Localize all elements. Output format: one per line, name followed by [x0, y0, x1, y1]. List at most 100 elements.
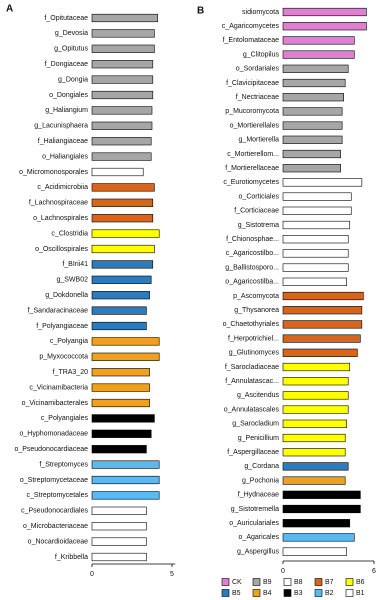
y-tick-label: g_Mortierella: [239, 137, 280, 144]
bar: [91, 90, 154, 100]
y-tick-label: c_Agaricomycetes: [222, 23, 280, 30]
bar: [91, 167, 144, 177]
y-tick-label: f_Hydnaceae: [238, 492, 279, 499]
bar: [282, 149, 341, 159]
y-tick-label: c_Polyangia: [50, 338, 88, 345]
bar: [91, 44, 155, 53]
bar: [282, 249, 349, 258]
y-tick-label: o_Vicinamibacterales: [22, 400, 89, 407]
y-tick-label: o_Nocardioidaceae: [28, 538, 88, 545]
y-tick-label: p_Ascomycota: [233, 293, 279, 300]
legend-label: B9: [263, 579, 272, 586]
bar: [282, 448, 346, 457]
y-tick-label: o_Agaricales: [239, 534, 280, 541]
y-tick-label: o_Lachnospirales: [33, 215, 88, 222]
y-tick-label: f_Dongiaceae: [45, 61, 88, 68]
bar: [91, 137, 152, 146]
y-tick-label: g_Sistotremella: [231, 506, 279, 513]
bar: [282, 235, 349, 244]
bar: [282, 519, 351, 528]
bar: [91, 198, 154, 207]
legend-swatch: [221, 589, 230, 597]
y-tick-label: c_Pseudonocardiales: [21, 508, 88, 515]
bar: [91, 414, 155, 423]
y-tick-label: p_Mucoromycota: [225, 108, 279, 115]
bar: [91, 214, 154, 223]
y-tick-label: o_Chaetothyriales: [223, 321, 280, 328]
bar: [282, 291, 364, 301]
y-tick-label: o_Haliangiales: [42, 153, 88, 160]
y-tick-label: f_Annulatascac...: [225, 378, 279, 385]
y-tick-label: f_Lachnospiraceae: [29, 200, 88, 207]
y-tick-label: f_Streptomyces: [39, 461, 88, 468]
y-tick-label: g_Opitutus: [54, 46, 88, 53]
y-tick-label: c_Acidimicrobiia: [37, 184, 88, 191]
y-tick-label: g_Dokdonella: [45, 292, 88, 299]
bar: [91, 321, 147, 331]
legend-label: B6: [356, 579, 365, 586]
y-tick-label: o_Corticiales: [239, 193, 280, 200]
bar: [282, 320, 363, 329]
legend-swatch: [252, 589, 261, 597]
y-tick-label: o_Mortierellales: [230, 122, 280, 129]
bar: [282, 135, 343, 144]
y-tick-label: o_Streptomycetaceae: [20, 477, 88, 484]
bar: [91, 552, 147, 562]
y-tick-label: g_Sistotrema: [238, 222, 279, 229]
legend-swatch: [345, 589, 354, 597]
y-tick-label: o_Auriculariales: [229, 520, 279, 527]
bar: [282, 93, 344, 102]
bar: [91, 491, 160, 500]
bar: [282, 78, 346, 88]
y-tick-label: c_Polyangiales: [41, 415, 89, 422]
y-tick-label: f_Corticiaceae: [234, 208, 279, 215]
bar: [282, 462, 349, 471]
bar: [91, 229, 160, 238]
y-tick-label: c_Eurotiomycetes: [223, 179, 279, 186]
bar: [91, 337, 160, 346]
y-tick-label: f_BIrii41: [62, 261, 88, 268]
legend-swatch: [252, 578, 261, 586]
bar: [91, 506, 147, 515]
y-tick-label: g_Thysanorea: [234, 307, 279, 314]
x-tick-label: 0: [281, 568, 285, 575]
bar: [282, 405, 349, 414]
bar: [282, 164, 341, 173]
bar: [91, 460, 160, 469]
y-tick-label: f_Opitutaceae: [44, 15, 88, 22]
y-tick-label: f_Entolomataceae: [223, 37, 280, 44]
y-tick-label: f_Polyangiaceae: [36, 323, 88, 330]
y-tick-label: f_TRA3_20: [53, 369, 89, 376]
bar: [91, 522, 147, 531]
bar: [282, 362, 351, 372]
bar: [91, 60, 154, 69]
y-tick-label: o_Microbacteriaceae: [23, 523, 88, 530]
y-tick-label: g_Aspergillus: [237, 548, 280, 555]
y-tick-label: c_Streptomycetales: [27, 492, 89, 499]
bar: [282, 121, 343, 130]
bar: [282, 306, 363, 315]
y-tick-label: f_Mortierellaceae: [225, 165, 279, 172]
bar: [282, 391, 349, 400]
y-tick-label: f_Sarocladiaceae: [225, 364, 279, 371]
legend-swatch: [345, 578, 354, 586]
bar: [282, 547, 348, 556]
bar: [282, 433, 346, 443]
legend-label: B1: [356, 590, 365, 597]
bar: [282, 7, 367, 17]
panel-label: A: [6, 4, 13, 15]
bar: [91, 445, 147, 454]
bar: [91, 106, 153, 115]
bar: [282, 348, 358, 357]
y-tick-label: o_Hyphomonadaceae: [20, 431, 89, 438]
legend-label: B3: [294, 590, 303, 597]
y-tick-label: f_Sandaracinaceae: [28, 307, 88, 314]
y-tick-label: o_Pseudonocardiaceae: [14, 446, 88, 453]
y-tick-label: o_Oscillospirales: [35, 246, 88, 253]
y-tick-label: g_Dongia: [58, 76, 88, 83]
y-tick-label: g_Haliangium: [45, 107, 88, 114]
y-tick-label: c_Mortierellom...: [227, 151, 279, 158]
panel-label: B: [197, 6, 204, 17]
bar: [91, 306, 147, 315]
